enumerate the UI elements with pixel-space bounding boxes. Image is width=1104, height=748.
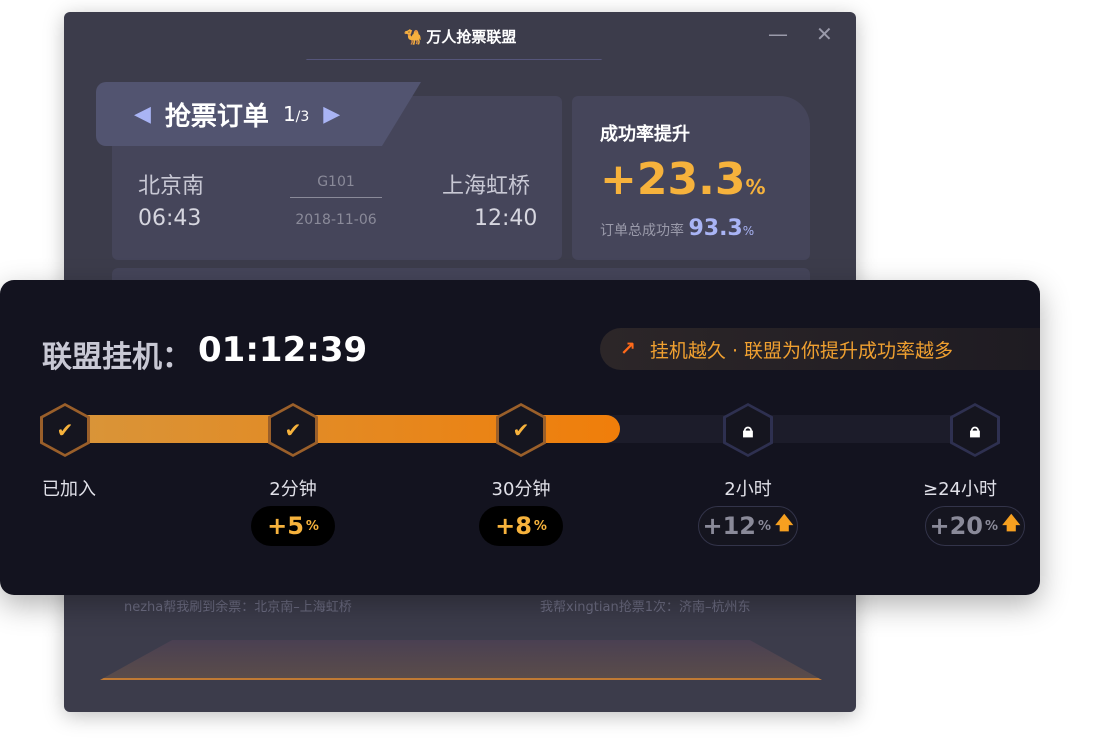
rate-value: +23.3% — [600, 154, 765, 205]
rate-title: 成功率提升 — [600, 124, 690, 145]
bonus-badge: +8% — [479, 506, 563, 546]
milestone-node: ✔ — [496, 403, 546, 457]
hang-label: 联盟挂机： — [42, 340, 192, 375]
window-title-text: 万人抢票联盟 — [426, 28, 517, 46]
trend-up-icon: ↗ — [620, 338, 636, 360]
close-button[interactable]: ✕ — [816, 22, 833, 46]
bonus-value: +5 — [267, 512, 304, 540]
milestone-label: 已加入 — [42, 479, 96, 500]
hang-timer: 01:12:39 — [198, 330, 368, 370]
total-rate-unit: % — [742, 224, 755, 238]
bonus-value: +20 — [929, 512, 983, 540]
arrow-icon — [290, 197, 382, 198]
travel-date: 2018-11-06 — [295, 212, 377, 228]
page-current: 1 — [282, 102, 296, 126]
milestone-node: 🔒︎ — [950, 403, 1000, 457]
check-icon: ✔ — [56, 418, 74, 442]
milestone-label: 2小时 — [724, 479, 772, 500]
order-pager: 1/3 — [283, 102, 309, 126]
prev-order-button[interactable]: ◀ — [134, 101, 151, 127]
to-station: 上海虹桥 — [442, 174, 531, 199]
rate-unit: % — [745, 175, 766, 199]
from-station: 北京南 — [138, 174, 205, 199]
milestone-node: ✔ — [268, 403, 318, 457]
hang-panel: 联盟挂机： 01:12:39 ↗ 挂机越久 · 联盟为你提升成功率越多 ✔ 已加入 ✔… — [0, 280, 1040, 595]
page-total: /3 — [295, 109, 310, 125]
hang-tip-text: 挂机越久 · 联盟为你提升成功率越多 — [649, 339, 954, 362]
floor-decoration — [100, 640, 822, 680]
from-time: 06:43 — [138, 206, 202, 231]
bonus-unit: % — [757, 518, 772, 534]
check-icon: ✔ — [512, 418, 530, 442]
milestone-label: 2分钟 — [269, 479, 317, 500]
lock-icon: 🔒︎ — [969, 418, 981, 442]
minimize-button[interactable]: — — [768, 22, 788, 46]
total-rate-value: 93.3 — [688, 216, 743, 241]
to-time: 12:40 — [474, 206, 538, 231]
bonus-value: +12 — [702, 512, 756, 540]
bonus-value: +8 — [495, 512, 532, 540]
order-tab-header: ◀ 抢票订单 1/3 ▶ — [96, 82, 421, 146]
arrow-up-icon: 🡅 — [775, 513, 794, 534]
milestone-node: ✔ — [40, 403, 90, 457]
camel-logo-icon: 🐪 — [403, 28, 423, 46]
rate-card — [572, 96, 810, 260]
next-order-button[interactable]: ▶ — [323, 101, 341, 127]
bonus-unit: % — [984, 518, 999, 534]
milestone-node: 🔒︎ — [723, 403, 773, 457]
milestone-label: 30分钟 — [491, 479, 551, 500]
lock-icon: 🔒︎ — [742, 418, 754, 442]
rate-number: +23.3 — [600, 154, 746, 205]
arrow-up-icon: 🡅 — [1002, 513, 1021, 534]
bonus-unit: % — [533, 518, 547, 534]
bonus-badge: +12% 🡅 — [698, 506, 798, 546]
hang-tip: ↗ 挂机越久 · 联盟为你提升成功率越多 — [600, 328, 1040, 370]
bonus-unit: % — [305, 518, 319, 534]
order-tab-label: 抢票订单 — [164, 101, 269, 132]
feed-item: 我帮xingtian抢票1次：济南–杭州东 — [540, 600, 751, 615]
window-title: 🐪 万人抢票联盟 — [64, 26, 856, 47]
milestone-label: ≥24小时 — [923, 479, 997, 500]
feed-item: nezha帮我刷到余票：北京南–上海虹桥 — [124, 600, 352, 615]
check-icon: ✔ — [284, 418, 302, 442]
bonus-badge: +20% 🡅 — [925, 506, 1025, 546]
total-rate: 订单总成功率 93.3% — [600, 216, 754, 241]
train-number: G101 — [317, 174, 355, 190]
total-rate-label: 订单总成功率 — [600, 223, 684, 239]
title-decoration — [244, 12, 664, 60]
bonus-badge: +5% — [251, 506, 335, 546]
